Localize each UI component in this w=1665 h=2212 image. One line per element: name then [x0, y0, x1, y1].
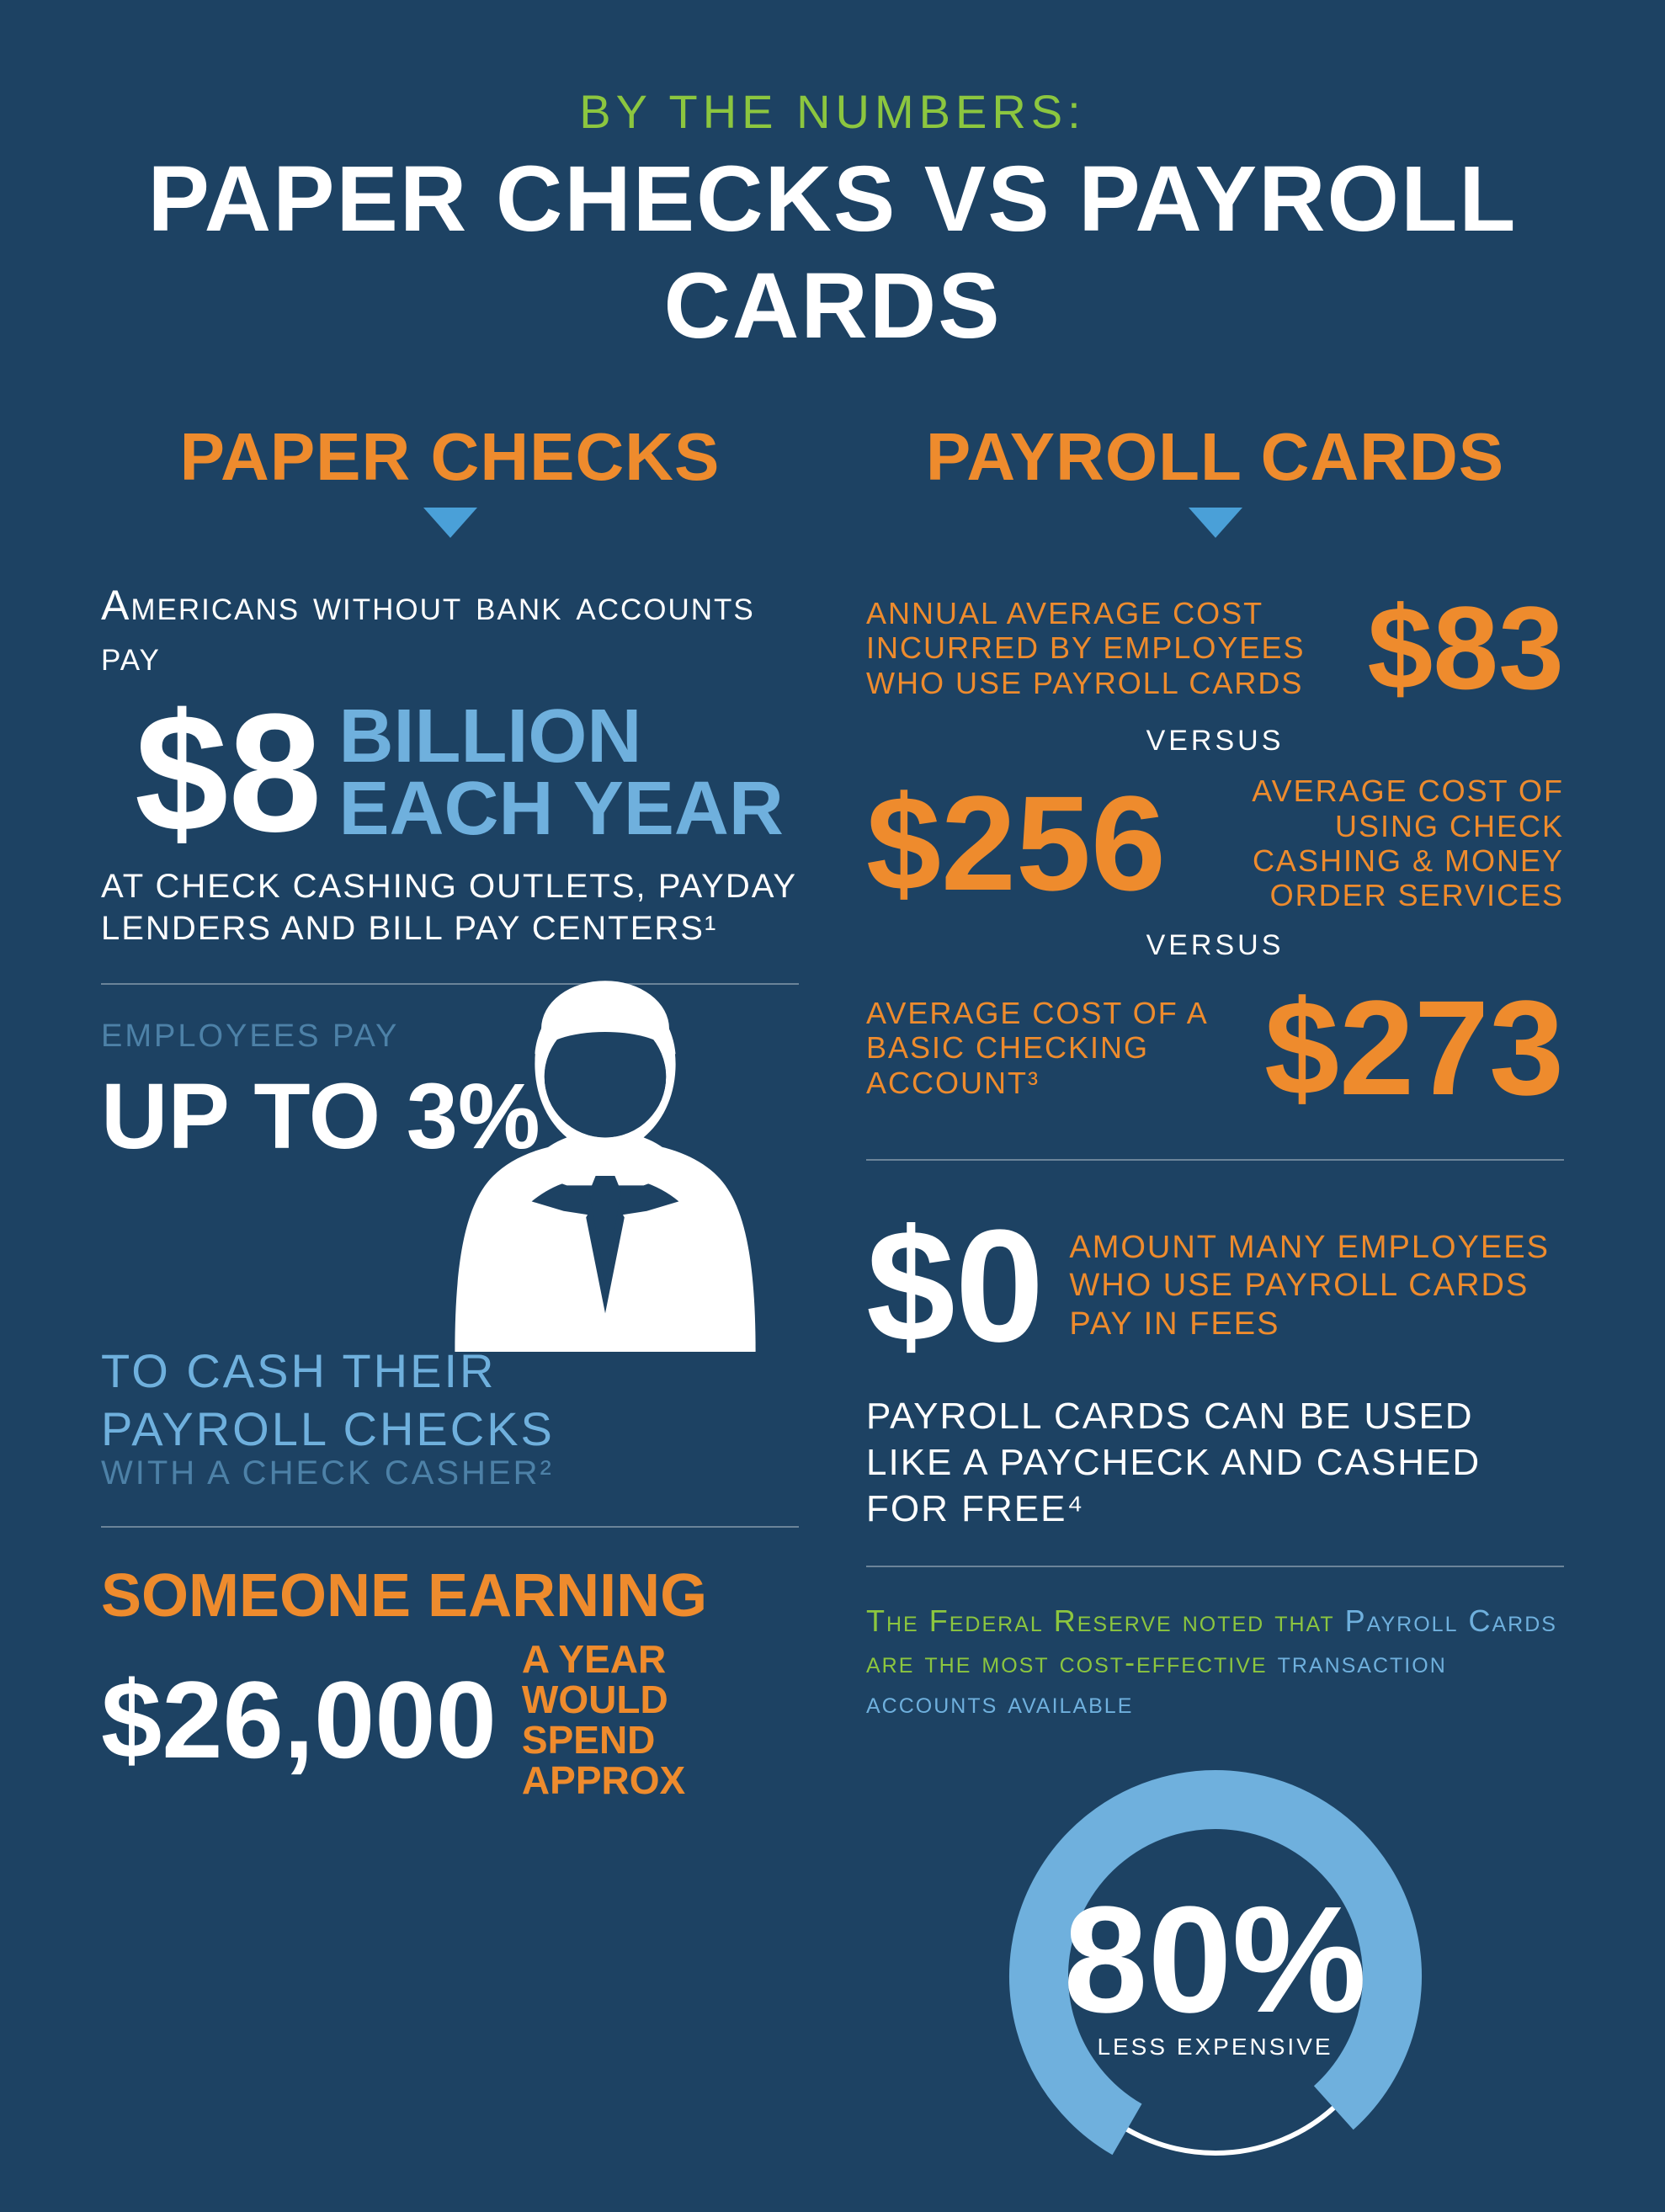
l3-num: $26,000	[101, 1656, 497, 1783]
r3-num: $273	[1264, 970, 1564, 1125]
r3-text: AVERAGE COST OF A BASIC CHECKING ACCOUNT…	[866, 996, 1239, 1100]
header-title: PAPER CHECKS VS PAYROLL CARDS	[101, 146, 1564, 359]
fed-p1: The Federal Reserve noted that	[866, 1603, 1345, 1638]
zero-num: $0	[866, 1194, 1044, 1378]
r2-num: $256	[866, 766, 1166, 921]
l1-big-num: $8	[135, 702, 322, 845]
left-block-3: SOMEONE EARNING $26,000 A YEAR WOULD SPE…	[101, 1561, 799, 1801]
header-kicker: BY THE NUMBERS:	[101, 84, 1564, 139]
divider	[101, 1526, 799, 1528]
left-block-1: Americans without bank accounts pay $8 B…	[101, 580, 799, 949]
right-free-text: PAYROLL CARDS CAN BE USED LIKE A PAYCHEC…	[866, 1393, 1564, 1532]
right-row-3: AVERAGE COST OF A BASIC CHECKING ACCOUNT…	[866, 970, 1564, 1125]
r2-text: AVERAGE COST OF USING CHECK CASHING & MO…	[1191, 774, 1564, 913]
left-heading: PAPER CHECKS	[101, 418, 799, 496]
l3-txt2: SPEND APPROX	[522, 1720, 799, 1801]
fed-p2: Payroll Cards	[1345, 1603, 1557, 1638]
donut-sub: LESS EXPENSIVE	[1097, 2034, 1333, 2060]
l2-line2: WITH A CHECK CASHER²	[101, 1454, 799, 1492]
donut-percent: 80%	[1063, 1892, 1366, 2029]
left-block-2: EMPLOYEES PAY UP TO 3% TO CASH THEIR PAY…	[101, 1018, 799, 1492]
versus-1: VERSUS	[866, 725, 1564, 758]
right-zero-row: $0 AMOUNT MANY EMPLOYEES WHO USE PAYROLL…	[866, 1194, 1564, 1378]
r1-text: ANNUAL AVERAGE COST INCURRED BY EMPLOYEE…	[866, 596, 1342, 700]
l1-bottom-text: AT CHECK CASHING OUTLETS, PAYDAY LENDERS…	[101, 865, 799, 949]
person-silhouette-icon	[445, 968, 765, 1384]
l1-big: $8 BILLION EACH YEAR	[135, 701, 799, 845]
left-column: PAPER CHECKS Americans without bank acco…	[101, 418, 799, 2212]
l1-top-text: Americans without bank accounts pay	[101, 580, 799, 681]
donut-chart: 80% LESS EXPENSIVE	[980, 1741, 1451, 2212]
triangle-down-icon	[1189, 508, 1242, 538]
divider	[866, 1159, 1564, 1161]
right-row-2: $256 AVERAGE COST OF USING CHECK CASHING…	[866, 766, 1564, 921]
r1-num: $83	[1367, 580, 1564, 716]
l1-big-line2: EACH YEAR	[338, 774, 783, 846]
right-row-1: ANNUAL AVERAGE COST INCURRED BY EMPLOYEE…	[866, 580, 1564, 716]
l1-big-line1: BILLION	[338, 701, 783, 774]
columns: PAPER CHECKS Americans without bank acco…	[101, 418, 1564, 2212]
zero-text: AMOUNT MANY EMPLOYEES WHO USE PAYROLL CA…	[1069, 1229, 1564, 1344]
l2-line1b: PAYROLL CHECKS	[101, 1405, 799, 1454]
fed-p3: are the most cost-effective	[866, 1645, 1268, 1679]
triangle-down-icon	[423, 508, 477, 538]
versus-2: VERSUS	[866, 929, 1564, 962]
l3-top: SOMEONE EARNING	[101, 1561, 799, 1630]
header: BY THE NUMBERS: PAPER CHECKS VS PAYROLL …	[101, 84, 1564, 359]
fed-reserve-note: The Federal Reserve noted that Payroll C…	[866, 1601, 1564, 1724]
right-heading: PAYROLL CARDS	[866, 418, 1564, 496]
divider	[866, 1566, 1564, 1567]
l3-txt1: A YEAR WOULD	[522, 1639, 799, 1720]
right-column: PAYROLL CARDS ANNUAL AVERAGE COST INCURR…	[866, 418, 1564, 2212]
